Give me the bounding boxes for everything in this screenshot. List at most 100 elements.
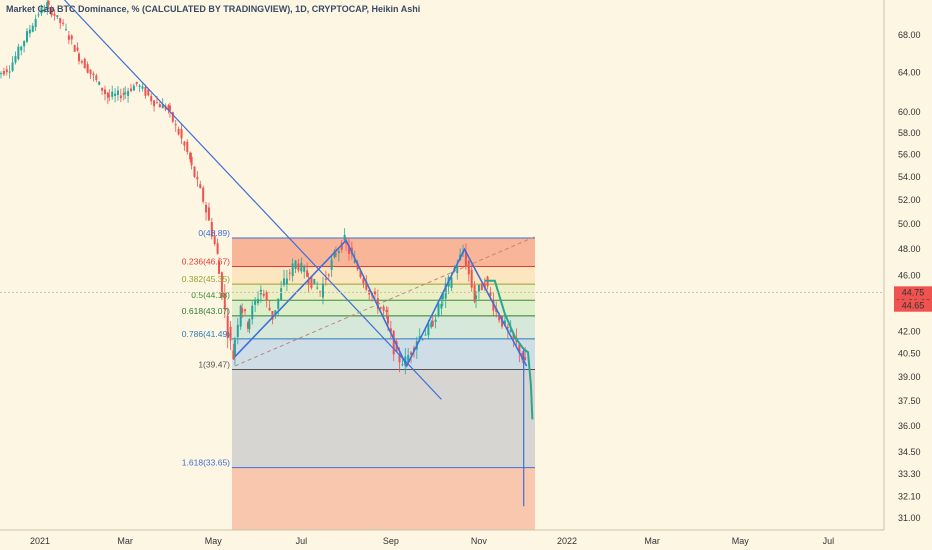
candle-body	[127, 91, 130, 96]
candle-body	[291, 263, 294, 277]
candle-body	[421, 338, 424, 340]
candle-body	[244, 309, 247, 312]
candle-body	[356, 263, 359, 270]
candle-body	[268, 307, 271, 311]
fib-zone	[232, 369, 535, 468]
time-tick-label: Jul	[296, 536, 308, 546]
candle-body	[316, 287, 319, 289]
candle-body	[518, 344, 521, 353]
candle-body	[8, 71, 11, 73]
time-tick-label: May	[732, 536, 750, 546]
candle-body	[321, 283, 324, 298]
dashed-trend-line	[234, 236, 536, 367]
candle-body	[464, 251, 467, 267]
price-tick-label: 64.00	[898, 67, 921, 77]
candle-body	[199, 184, 202, 189]
price-tick-label: 52.00	[898, 195, 921, 205]
candle-body	[333, 251, 336, 258]
candle-body	[392, 330, 395, 355]
candle-body	[313, 279, 316, 285]
candle-body	[180, 128, 183, 139]
price-tick-label: 48.00	[898, 244, 921, 254]
candle-body	[147, 89, 150, 96]
candle-body	[210, 222, 213, 237]
candle-body	[167, 105, 170, 110]
candle-body	[418, 336, 421, 338]
candle-body	[254, 300, 257, 305]
time-tick-label: May	[205, 536, 223, 546]
price-tick-label: 42.00	[898, 326, 921, 336]
candle-body	[359, 270, 362, 278]
time-tick-label: Nov	[471, 536, 488, 546]
fib-label: 0.382(45.35)	[182, 274, 230, 284]
candle-body	[385, 309, 388, 313]
price-tick-label: 32.10	[898, 492, 921, 502]
candle-body	[73, 45, 76, 52]
candle-body	[353, 259, 356, 263]
current-price-label: 44.75	[902, 287, 925, 297]
candle-body	[11, 62, 14, 71]
candle-body	[265, 292, 268, 301]
candle-body	[285, 278, 288, 285]
candle-body	[310, 276, 313, 288]
candle-body	[386, 315, 389, 324]
candle-body	[427, 323, 430, 336]
candle-body	[456, 265, 459, 274]
candle-body	[362, 278, 365, 284]
time-tick-label: Mar	[117, 536, 133, 546]
candle-body	[0, 73, 3, 75]
candle-body	[441, 293, 444, 300]
candle-body	[47, 0, 50, 6]
candle-body	[183, 141, 186, 146]
time-axis[interactable]: 2021 Mar May Jul Sep Nov 2022 Mar May Jul	[0, 529, 884, 546]
candle-body	[28, 29, 31, 34]
candle-body	[189, 152, 192, 160]
candle-body	[86, 64, 89, 73]
candle-body	[205, 204, 208, 213]
fib-zone	[232, 338, 535, 370]
candle-body	[70, 35, 73, 40]
candle-body	[467, 260, 470, 275]
candle-body	[62, 22, 65, 24]
candle-body	[14, 55, 17, 63]
candle-body	[193, 166, 196, 177]
fib-zone	[232, 237, 535, 267]
candle-body	[220, 272, 223, 298]
candle-body	[475, 295, 478, 299]
fib-label: 0(48.89)	[198, 228, 230, 238]
candle-body	[53, 13, 56, 16]
candle-body	[150, 96, 153, 102]
secondary-price-label: 44.65	[902, 301, 925, 311]
fib-label: 1.618(33.65)	[182, 458, 230, 468]
price-tick-label: 37.50	[898, 396, 921, 406]
price-tick-label: 56.00	[898, 149, 921, 159]
candle-body	[95, 75, 98, 80]
candle-body	[101, 87, 104, 91]
candle-body	[232, 350, 235, 360]
candle-body	[330, 259, 333, 270]
candle-body	[116, 90, 119, 95]
candle-body	[226, 315, 229, 338]
candle-body	[114, 93, 117, 96]
candle-body	[20, 46, 23, 51]
candle-body	[98, 81, 101, 85]
candle-body	[262, 293, 265, 296]
candle-body	[83, 58, 86, 69]
candle-body	[40, 7, 43, 14]
candle-body	[64, 29, 67, 31]
candle-body	[56, 15, 59, 17]
price-tick-label: 36.00	[898, 421, 921, 431]
price-axis[interactable]: 68.00 64.00 60.00 58.00 56.00 54.00 52.00 50.00…	[883, 0, 921, 530]
candle-body	[294, 260, 297, 269]
candle-body	[46, 2, 49, 9]
candle-body	[389, 328, 392, 333]
candle-body	[37, 14, 40, 16]
price-tick-label: 33.30	[898, 469, 921, 479]
fib-zone-extension	[232, 467, 535, 530]
candle-body	[327, 274, 330, 276]
candle-body	[477, 284, 480, 292]
candle-body	[207, 207, 210, 221]
candle-body	[337, 250, 340, 254]
secondary-price-tag	[894, 299, 932, 312]
